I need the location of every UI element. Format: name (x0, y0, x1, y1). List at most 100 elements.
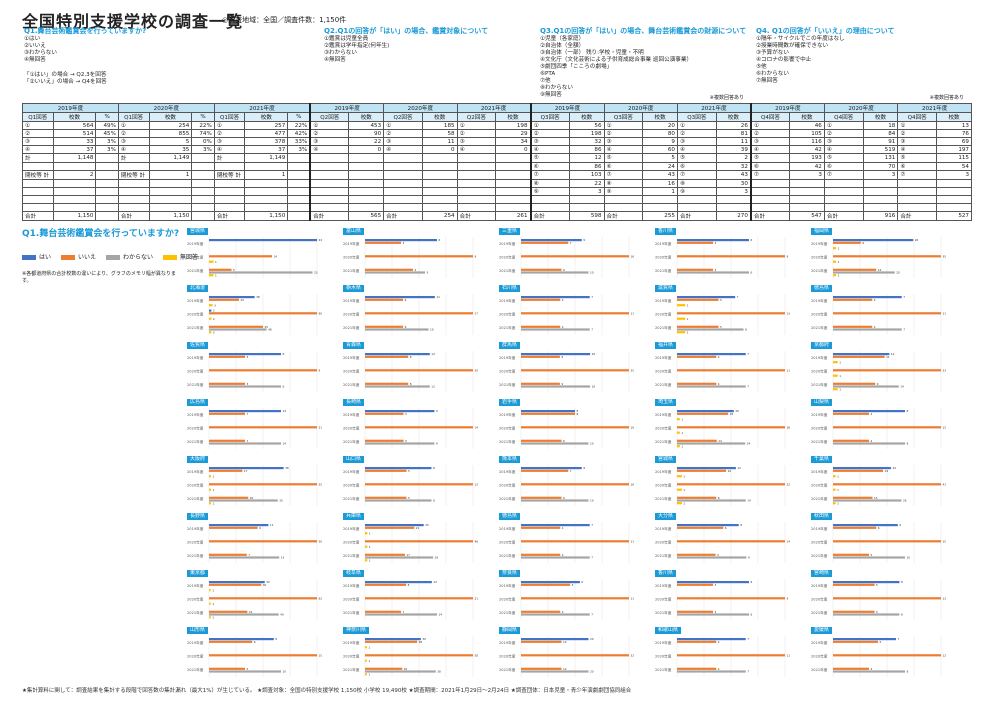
bar-value-label: 1 (837, 488, 839, 492)
table-cell: ① (529, 121, 570, 130)
bar (521, 469, 569, 472)
bar-value-label: 38 (437, 670, 441, 674)
year-tick-label: 2019年度 (499, 355, 516, 360)
year-tick-label: 2021年度 (811, 382, 828, 387)
table-cell: ⑧ (529, 179, 570, 188)
table-column-header: % (95, 112, 119, 122)
table-cell (191, 179, 215, 188)
prefecture-label: 岐阜県 (343, 570, 365, 577)
bar-value-label: 9 (899, 523, 901, 527)
bar-value-label: 5 (572, 583, 574, 587)
chart-section-title: Q1.舞台芸術鑑賞会を行っていますか? (22, 229, 180, 239)
table-cell (823, 179, 864, 188)
year-tick-label: 2019年度 (655, 241, 672, 246)
q1-option: ①はい (24, 36, 41, 42)
bar (209, 382, 245, 385)
year-tick-label: 2021年度 (655, 268, 672, 273)
q4-option: ⑥わからない (756, 71, 789, 77)
bar (209, 317, 212, 320)
table-column-header-row: Q1回答 校数% Q1回答 校数% Q1回答 校数% Q2回答 校数 Q2回答 校数 Q2回答 校数 Q… (22, 112, 972, 122)
bar (521, 597, 629, 600)
year-tick-label: 2020年度 (655, 255, 672, 260)
year-tick-label: 2021年度 (187, 667, 204, 672)
table-cell: 合計 (22, 211, 54, 221)
year-tick-label: 2019年度 (655, 469, 672, 474)
q3-option: ⑨無回答 (540, 92, 562, 98)
table-cell: 閉校等 計 (22, 170, 54, 180)
year-tick-label: 2021年度 (811, 496, 828, 501)
bar (365, 610, 401, 613)
legend-item-noanswer: 無回答 (163, 252, 198, 261)
table-cell: 33 (52, 137, 97, 146)
bar (833, 502, 836, 505)
table-cell: ② (676, 129, 717, 138)
bar (521, 382, 560, 385)
bar-value-label: 14 (274, 254, 278, 258)
table-cell (348, 170, 385, 180)
bar-value-label: 19 (885, 469, 889, 473)
chart-legend: はい いいえ わからない 無回答 (22, 252, 198, 261)
year-tick-label: 2021年度 (499, 610, 516, 615)
table-cell (936, 179, 972, 188)
table-cell: ② (823, 129, 864, 138)
bar-value-label: 6 (405, 325, 407, 329)
table-cell: ⑤ (749, 153, 791, 163)
bar (521, 353, 591, 356)
bar (521, 654, 629, 657)
bar-value-label: 8 (907, 442, 909, 446)
bar-value-label: 9 (275, 637, 277, 641)
bar (365, 540, 473, 543)
bar-value-label: 21 (416, 526, 420, 530)
bar-value-label: 2 (213, 330, 215, 334)
prefecture-bar-chart: 2019年度 7 4 2020年度 11 2021年度 4 7 (499, 294, 634, 335)
year-tick-label: 2019年度 (187, 241, 204, 246)
prefecture-chart: 2019年度 9 6 2020年度 15 2021年度 5 10 秋田県 (809, 513, 949, 565)
table-cell (749, 179, 791, 188)
q3-option: ⑤劇団四季「こころの劇場」 (540, 64, 613, 70)
table-row: ② 514 45% ② 855 74% ② 477 42% ② 90 ② 58 ② 29 ② 198 ② 80 ② 81… (22, 129, 972, 138)
bar (833, 524, 898, 527)
bar-value-label: 4 (718, 382, 720, 386)
bar-value-label: 17 (244, 469, 248, 473)
year-tick-label: 2021年度 (811, 553, 828, 558)
bar-value-label: 1 (369, 558, 371, 562)
bar-value-label: 9 (319, 368, 321, 372)
bar-value-label: 13 (787, 311, 791, 315)
bar (521, 369, 629, 372)
prefecture-bar-chart: 2019年度 8 5 2020年度 13 2021年度 5 8 (343, 465, 478, 506)
bar-value-label: 3 (715, 241, 717, 245)
bar (833, 496, 873, 499)
bar-value-label: 8 (901, 580, 903, 584)
table-cell (287, 211, 311, 221)
bar-value-label: 8 (745, 328, 747, 332)
prefecture-label: 大分県 (655, 513, 677, 520)
bar (677, 355, 717, 358)
table-cell: 29 (495, 129, 532, 138)
table-cell: ⑦ (676, 170, 717, 180)
table-cell (191, 162, 215, 171)
table-cell: 1,149 (148, 153, 193, 163)
bar-value-label: 4 (415, 268, 417, 272)
year-tick-label: 2021年度 (811, 439, 828, 444)
bar (833, 442, 905, 445)
table-cell: 855 (148, 129, 193, 138)
table-cell (383, 179, 423, 188)
q1-option: ④無回答 (24, 57, 46, 63)
bar-value-label: 38 (256, 295, 260, 299)
bar (677, 271, 749, 274)
bar (521, 640, 562, 643)
table-cell: 1 (244, 170, 289, 180)
bar (365, 638, 421, 641)
bar (677, 467, 736, 470)
bar-value-label: 48 (268, 328, 272, 332)
table-cell (862, 195, 899, 204)
prefecture-label: 山口県 (343, 456, 365, 463)
table-cell: ⑦ (529, 170, 570, 180)
q1-block: Q1.舞台芸術鑑賞会を行っていますか? ①はい ②いいえ ③わからない ④無回答… (24, 28, 319, 102)
year-tick-label: 2019年度 (187, 583, 204, 588)
table-cell: 39 (715, 145, 752, 154)
prefecture-chart: 2019年度 20 18 1 2020年度 38 1 2021年度 14 24 1 埼玉県 (653, 399, 793, 451)
year-tick-label: 2021年度 (343, 496, 360, 501)
table-column-header: Q3回答 (529, 112, 570, 122)
table-column-header: Q4回答 (897, 112, 938, 122)
